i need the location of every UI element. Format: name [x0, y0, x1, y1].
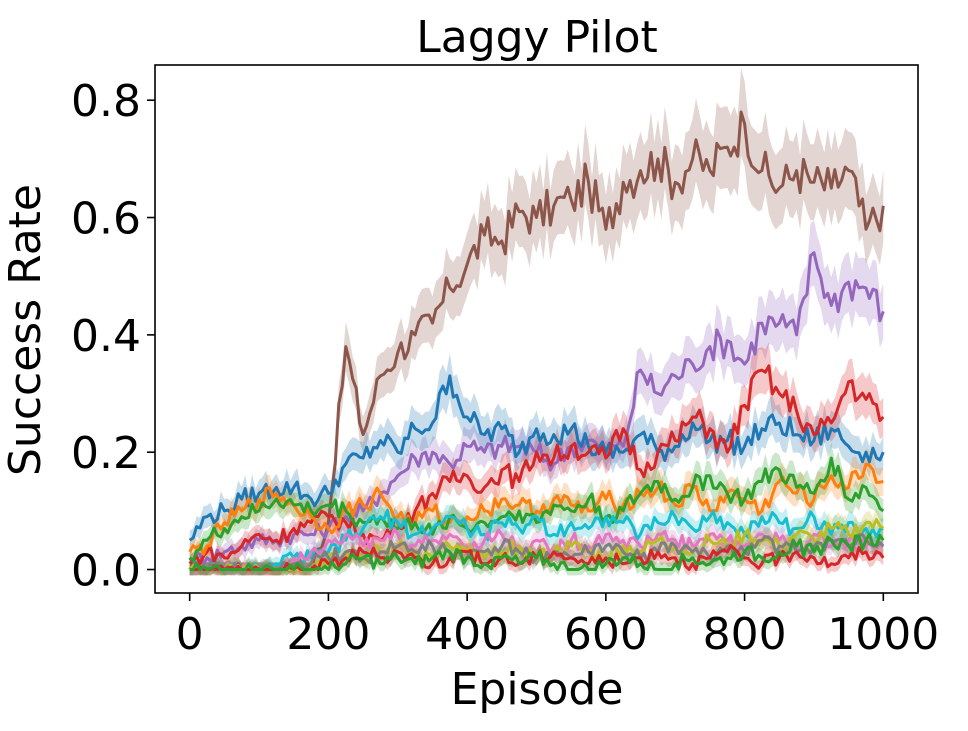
plot-area-frame: [154, 64, 919, 594]
y-axis-label: Success Rate: [0, 184, 51, 476]
x-tick-label: 0: [176, 609, 204, 660]
x-tick-label: 200: [286, 609, 370, 660]
series-lines: [188, 110, 885, 571]
x-axis-ticks: 0 200 400 600 800 1000: [176, 593, 939, 660]
y-axis-ticks: 0.0 0.2 0.4 0.6 0.8: [71, 76, 155, 597]
chart-title: Laggy Pilot: [416, 12, 658, 63]
series-line-11: [189, 532, 885, 571]
series-band-2: [189, 353, 884, 550]
series-line-3: [188, 364, 885, 565]
series-line-2: [188, 374, 885, 542]
x-axis-label: Episode: [451, 664, 624, 715]
series-band-7: [189, 518, 884, 576]
y-tick-label: 0.0: [71, 546, 141, 597]
y-tick-label: 0.4: [71, 311, 141, 362]
series-band-0: [189, 68, 884, 576]
y-tick-label: 0.2: [71, 428, 141, 479]
series-line-5: [188, 456, 885, 563]
series-band-4: [189, 448, 884, 563]
series-band-5: [189, 442, 884, 569]
y-tick-label: 0.8: [71, 76, 141, 127]
y-tick-label: 0.6: [71, 194, 141, 245]
x-tick-label: 600: [564, 609, 648, 660]
x-tick-label: 1000: [827, 609, 939, 660]
x-tick-label: 800: [703, 609, 787, 660]
x-tick-label: 400: [425, 609, 509, 660]
